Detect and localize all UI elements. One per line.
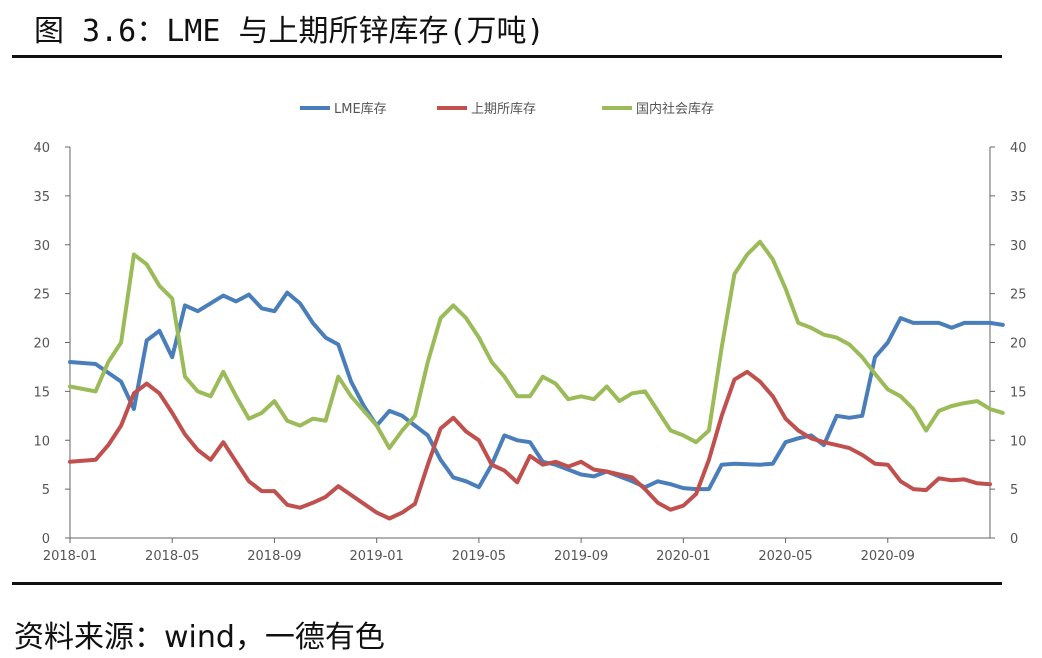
x-tick-label: 2020-01 <box>656 549 710 564</box>
y-tick-label-left: 5 <box>42 483 50 498</box>
x-tick-label: 2019-09 <box>554 549 608 564</box>
y-tick-label-right: 10 <box>1010 434 1027 449</box>
y-tick-label-left: 30 <box>33 239 50 254</box>
legend-label: 上期所库存 <box>471 101 536 117</box>
x-tick-label: 2019-05 <box>452 549 506 564</box>
legend-label: 国内社会库存 <box>636 101 714 117</box>
chart-title: 图 3.6：LME 与上期所锌库存(万吨) <box>34 14 545 49</box>
bottom-rule <box>12 582 1002 585</box>
x-tick-label: 2018-05 <box>145 549 199 564</box>
y-tick-label-left: 25 <box>33 288 50 303</box>
y-tick-label-right: 40 <box>1010 141 1027 156</box>
y-tick-label-right: 20 <box>1010 337 1027 352</box>
chart-axes: 0 0 5 5 10 10 15 15 20 20 25 25 30 30 35 35 40 40 2018-01 2… <box>33 141 1026 564</box>
y-tick-label-right: 5 <box>1010 483 1018 498</box>
y-tick-label-left: 20 <box>33 337 50 352</box>
source-note: 资料来源：wind，一德有色 <box>14 620 385 655</box>
top-rule <box>12 55 1002 58</box>
chart-lines <box>68 239 1005 521</box>
x-tick-label: 2019-01 <box>350 549 404 564</box>
y-tick-label-right: 30 <box>1010 239 1027 254</box>
series-line-1 <box>68 369 992 521</box>
legend-label: LME库存 <box>334 101 387 117</box>
x-tick-label: 2020-09 <box>861 549 915 564</box>
x-tick-label: 2020-05 <box>758 549 812 564</box>
x-tick-label: 2018-09 <box>247 549 301 564</box>
chart-legend: LME库存 上期所库存 国内社会库存 <box>300 101 714 117</box>
y-tick-label-right: 0 <box>1010 532 1018 547</box>
y-tick-label-left: 10 <box>33 434 50 449</box>
y-tick-label-left: 35 <box>33 190 50 205</box>
y-tick-label-right: 15 <box>1010 385 1027 400</box>
y-tick-label-left: 0 <box>42 532 50 547</box>
series-line-0 <box>68 290 1005 492</box>
x-tick-label: 2018-01 <box>43 549 97 564</box>
y-tick-label-left: 15 <box>33 385 50 400</box>
line-chart: LME库存 上期所库存 国内社会库存 0 0 5 5 10 10 15 15 20 20 25 25 30 3… <box>33 101 1026 564</box>
y-tick-label-left: 40 <box>33 141 50 156</box>
series-line-2 <box>68 239 1005 451</box>
y-tick-label-right: 35 <box>1010 190 1027 205</box>
y-tick-label-right: 25 <box>1010 288 1027 303</box>
